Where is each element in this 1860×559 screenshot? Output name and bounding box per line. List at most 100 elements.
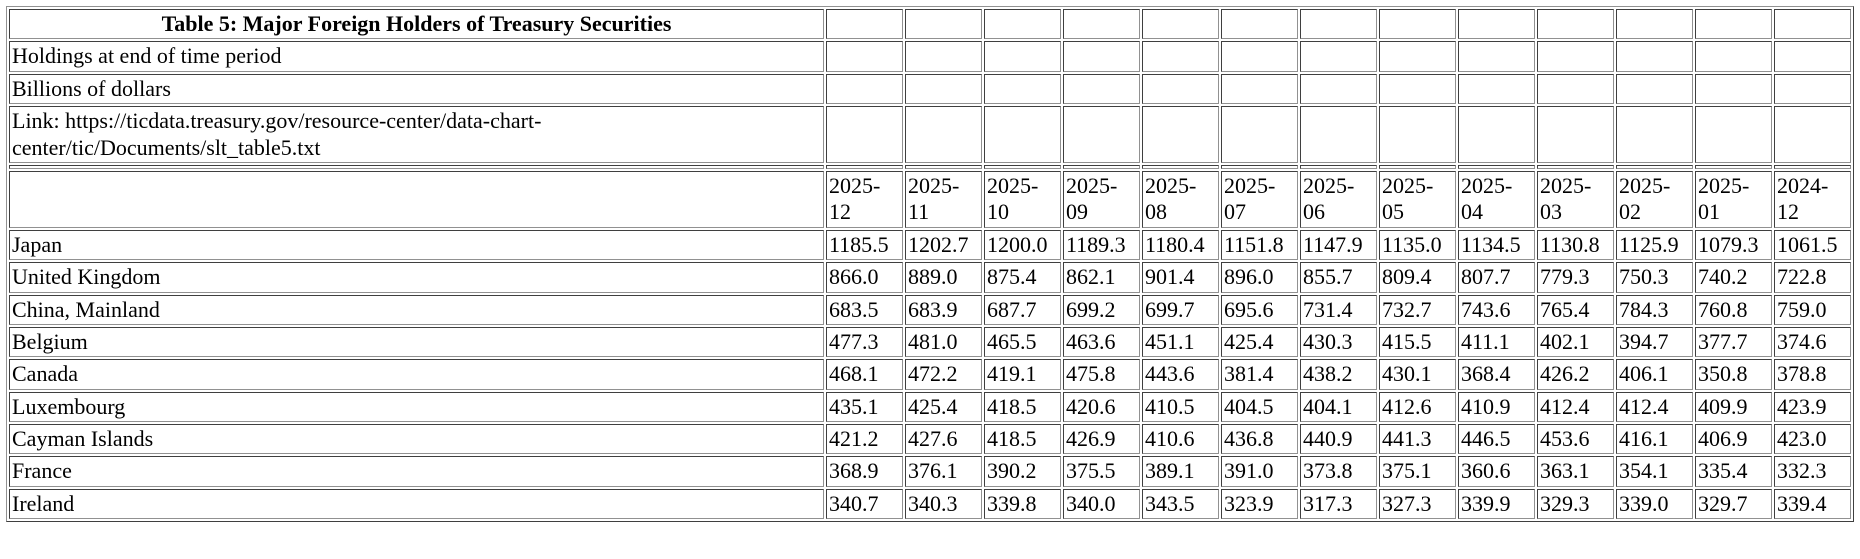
empty-corner-cell (9, 170, 824, 228)
holdings-value-cell: 896.0 (1221, 262, 1298, 293)
holdings-value-cell: 343.5 (1142, 488, 1219, 520)
holdings-value-cell: 409.9 (1695, 391, 1772, 423)
empty-cell (1379, 106, 1456, 163)
holdings-value-cell: 451.1 (1142, 326, 1219, 358)
holdings-value-cell: 901.4 (1142, 262, 1219, 293)
holdings-value-cell: 1185.5 (826, 229, 903, 261)
holdings-value-cell: 1061.5 (1774, 229, 1851, 261)
holdings-value-cell: 1202.7 (905, 229, 982, 261)
holdings-value-cell: 418.5 (984, 391, 1061, 423)
period-header-cell: 2025- 03 (1537, 170, 1614, 228)
empty-cell (1300, 41, 1377, 72)
holdings-value-cell: 354.1 (1616, 456, 1693, 487)
holdings-value-cell: 381.4 (1221, 359, 1298, 390)
holdings-value-cell: 1135.0 (1379, 229, 1456, 261)
holdings-value-cell: 340.0 (1063, 488, 1140, 520)
empty-cell (1142, 106, 1219, 163)
empty-cell (1063, 9, 1140, 40)
holdings-value-cell: 779.3 (1537, 262, 1614, 293)
country-label: Japan (9, 229, 824, 261)
holdings-value-cell: 406.9 (1695, 424, 1772, 455)
empty-cell (984, 106, 1061, 163)
empty-cell (1616, 164, 1693, 169)
empty-cell (1458, 106, 1535, 163)
holdings-value-cell: 687.7 (984, 294, 1061, 325)
holdings-value-cell: 475.8 (1063, 359, 1140, 390)
holdings-value-cell: 376.1 (905, 456, 982, 487)
holdings-value-cell: 731.4 (1300, 294, 1377, 325)
holdings-value-cell: 391.0 (1221, 456, 1298, 487)
holdings-value-cell: 862.1 (1063, 262, 1140, 293)
holdings-value-cell: 438.2 (1300, 359, 1377, 390)
holdings-value-cell: 332.3 (1774, 456, 1851, 487)
holdings-value-cell: 416.1 (1616, 424, 1693, 455)
period-header-cell: 2025- 01 (1695, 170, 1772, 228)
holdings-value-cell: 683.5 (826, 294, 903, 325)
holdings-value-cell: 368.4 (1458, 359, 1535, 390)
holdings-value-cell: 368.9 (826, 456, 903, 487)
country-row: Japan 1185.5 1202.7 1200.0 1189.3 1180.4 1151.… (9, 229, 1851, 261)
holdings-value-cell: 732.7 (1379, 294, 1456, 325)
holdings-value-cell: 404.1 (1300, 391, 1377, 423)
period-header-cell: 2025- 02 (1616, 170, 1693, 228)
period-header-cell: 2025- 07 (1221, 170, 1298, 228)
country-row: Ireland 340.7 340.3 339.8 340.0 343.5 323.9 317… (9, 488, 1851, 520)
holdings-value-cell: 375.1 (1379, 456, 1456, 487)
holdings-value-cell: 440.9 (1300, 424, 1377, 455)
holdings-value-cell: 441.3 (1379, 424, 1456, 455)
empty-cell (1142, 73, 1219, 105)
period-header-cell: 2025- 05 (1379, 170, 1456, 228)
holdings-value-cell: 760.8 (1695, 294, 1772, 325)
holdings-value-cell: 695.6 (1221, 294, 1298, 325)
country-label: Cayman Islands (9, 424, 824, 455)
empty-cell (1537, 9, 1614, 40)
holdings-value-cell: 468.1 (826, 359, 903, 390)
holdings-value-cell: 412.4 (1537, 391, 1614, 423)
empty-cell (1221, 164, 1298, 169)
holdings-value-cell: 339.4 (1774, 488, 1851, 520)
empty-cell (905, 164, 982, 169)
empty-cell (1300, 106, 1377, 163)
holdings-value-cell: 1130.8 (1537, 229, 1614, 261)
country-label: Luxembourg (9, 391, 824, 423)
empty-cell (1221, 73, 1298, 105)
country-row: Luxembourg 435.1 425.4 418.5 420.6 410.5 404.5… (9, 391, 1851, 423)
empty-cell (1379, 164, 1456, 169)
empty-cell (1616, 73, 1693, 105)
holdings-value-cell: 750.3 (1616, 262, 1693, 293)
empty-cell (1221, 106, 1298, 163)
empty-cell (1458, 41, 1535, 72)
holdings-value-cell: 394.7 (1616, 326, 1693, 358)
holdings-value-cell: 481.0 (905, 326, 982, 358)
empty-cell (1774, 164, 1851, 169)
holdings-value-cell: 453.6 (1537, 424, 1614, 455)
empty-cell (1300, 164, 1377, 169)
empty-cell (905, 73, 982, 105)
holdings-value-cell: 323.9 (1221, 488, 1298, 520)
holdings-value-cell: 435.1 (826, 391, 903, 423)
empty-cell (1616, 9, 1693, 40)
empty-cell (826, 41, 903, 72)
holdings-value-cell: 335.4 (1695, 456, 1772, 487)
country-row: Cayman Islands 421.2 427.6 418.5 426.9 410.6 4… (9, 424, 1851, 455)
holdings-value-cell: 412.4 (1616, 391, 1693, 423)
holdings-value-cell: 807.7 (1458, 262, 1535, 293)
empty-cell (905, 106, 982, 163)
units-subtitle: Billions of dollars (9, 73, 824, 105)
holdings-value-cell: 683.9 (905, 294, 982, 325)
holdings-value-cell: 410.6 (1142, 424, 1219, 455)
empty-cell (1616, 106, 1693, 163)
holdings-value-cell: 375.5 (1063, 456, 1140, 487)
holdings-value-cell: 426.2 (1537, 359, 1614, 390)
empty-cell (1300, 73, 1377, 105)
holdings-value-cell: 339.9 (1458, 488, 1535, 520)
empty-cell (905, 9, 982, 40)
empty-cell (1063, 106, 1140, 163)
holdings-value-cell: 1125.9 (1616, 229, 1693, 261)
empty-cell (1537, 73, 1614, 105)
empty-cell (1537, 41, 1614, 72)
empty-cell (1774, 41, 1851, 72)
holdings-value-cell: 423.0 (1774, 424, 1851, 455)
empty-spacer-cell (9, 164, 824, 169)
holdings-value-cell: 699.2 (1063, 294, 1140, 325)
